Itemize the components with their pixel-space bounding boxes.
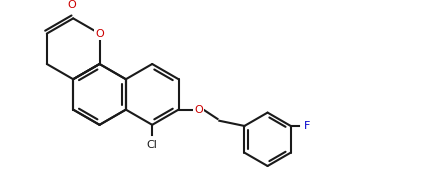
Text: F: F [304, 121, 310, 131]
Text: O: O [195, 105, 203, 115]
Text: Cl: Cl [147, 140, 157, 150]
Text: O: O [95, 29, 104, 39]
Text: O: O [67, 0, 76, 10]
